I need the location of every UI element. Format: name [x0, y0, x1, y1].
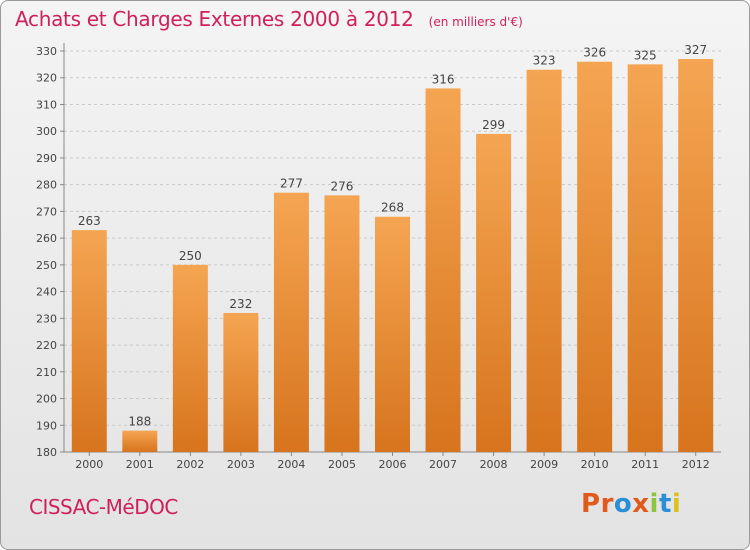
y-tick-label: 260	[36, 232, 57, 245]
bars	[71, 59, 714, 453]
data-label: 232	[229, 297, 252, 311]
y-tick-label: 200	[36, 393, 57, 406]
data-label: 323	[533, 54, 556, 68]
data-label: 188	[128, 415, 151, 429]
data-label: 277	[280, 177, 303, 191]
data-label: 327	[684, 43, 707, 57]
y-tick-label: 270	[36, 205, 57, 218]
logo-letter: i	[671, 489, 682, 519]
y-tick-label: 280	[36, 179, 57, 192]
x-tick-label: 2001	[126, 458, 154, 471]
data-label: 263	[78, 214, 101, 228]
y-tick-label: 190	[36, 419, 57, 432]
y-tick-label: 210	[36, 366, 57, 379]
proxiti-logo: Proxiti	[581, 489, 681, 519]
bar	[375, 216, 410, 452]
y-tick-label: 310	[36, 98, 57, 111]
x-tick-label: 2002	[176, 458, 204, 471]
chart-title: Achats et Charges Externes 2000 à 2012	[15, 7, 414, 31]
y-tick-label: 300	[36, 125, 57, 138]
bar	[425, 88, 461, 452]
x-tick-label: 2004	[277, 458, 305, 471]
bar	[223, 312, 259, 452]
bar	[627, 64, 663, 452]
x-tick-label: 2009	[530, 458, 558, 471]
x-tick-label: 2010	[581, 458, 609, 471]
x-tick-label: 2003	[227, 458, 255, 471]
x-tick-label: 2012	[682, 458, 710, 471]
logo-letter: P	[581, 489, 601, 519]
data-label: 250	[179, 249, 202, 263]
data-label: 276	[331, 179, 354, 193]
x-tick-label: 2007	[429, 458, 457, 471]
x-tick-label: 2011	[631, 458, 659, 471]
logo-letter: x	[632, 489, 650, 519]
x-tick-label: 2008	[480, 458, 508, 471]
y-tick-label: 220	[36, 339, 57, 352]
bar	[577, 61, 613, 453]
city-name: CISSAC-MéDOC	[29, 495, 178, 519]
bar	[526, 69, 562, 453]
x-tick-label: 2006	[379, 458, 407, 471]
data-label: 299	[482, 118, 505, 132]
data-labels: 263 188 250 232 277 276 268 316 299 323 326 325 327	[78, 43, 707, 429]
y-tick-label: 180	[36, 446, 57, 459]
bar	[122, 430, 158, 452]
chart-subtitle: (en milliers d'€)	[428, 15, 523, 29]
bar	[172, 264, 208, 452]
x-tick-label: 2005	[328, 458, 356, 471]
data-label: 268	[381, 201, 404, 215]
y-tick-label: 230	[36, 312, 57, 325]
y-tick-label: 330	[36, 45, 57, 58]
y-tick-label: 250	[36, 259, 57, 272]
y-tick-label: 290	[36, 152, 57, 165]
title-row: Achats et Charges Externes 2000 à 2012 (…	[15, 7, 523, 31]
data-label: 325	[634, 48, 657, 62]
bar	[678, 59, 714, 453]
y-tick-label: 320	[36, 72, 57, 85]
logo-letter: o	[613, 489, 633, 519]
logo-letter: t	[658, 489, 672, 519]
data-label: 316	[432, 72, 455, 86]
data-label: 326	[583, 46, 606, 60]
logo-letter: i	[649, 489, 659, 519]
bar	[324, 195, 360, 453]
x-tick-labels: 2000 2001 2002 2003 2004 2005 2006 2007 2008 2009…	[75, 452, 710, 471]
bar	[476, 133, 512, 452]
bar	[273, 192, 309, 453]
bar	[71, 230, 107, 452]
x-tick-label: 2000	[75, 458, 103, 471]
y-tick-labels: 180 190 200 210 220 230 240 250 260 270 280 290 300 3…	[36, 45, 57, 459]
logo-letter: r	[600, 489, 614, 519]
y-tick-label: 240	[36, 286, 57, 299]
